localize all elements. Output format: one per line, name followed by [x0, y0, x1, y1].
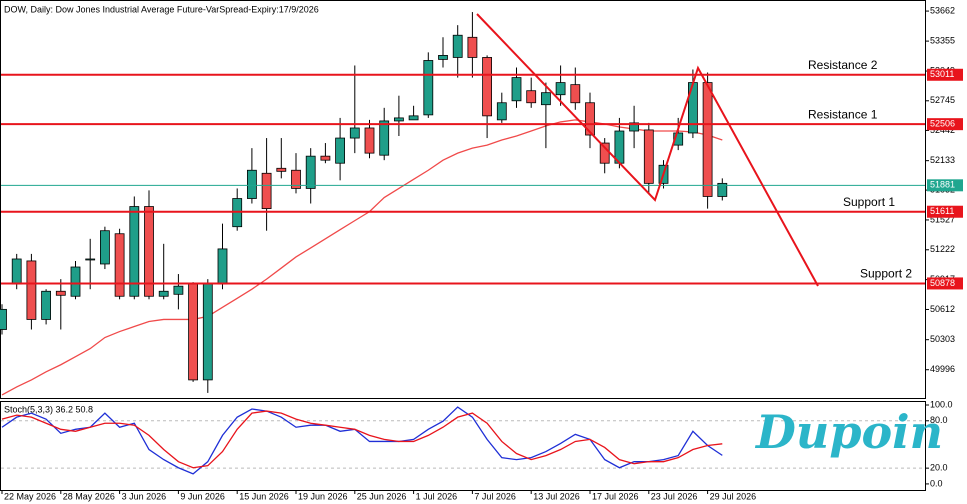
moving-average [1, 119, 723, 396]
y-tick-label: 0.0 [930, 478, 943, 488]
candle-body [55, 290, 66, 296]
candle-body [100, 230, 110, 265]
level-name: Support 1 [843, 195, 895, 209]
candle-body [570, 84, 581, 104]
level-price-label: 51881 [930, 180, 955, 190]
candle-body [291, 169, 301, 189]
x-tick-label: 15 Jun 2026 [239, 491, 289, 501]
candle-body [70, 266, 81, 297]
candle-body [349, 127, 360, 139]
level-box [927, 179, 963, 192]
candle-body [202, 283, 213, 381]
candle-body [555, 82, 566, 96]
candle-body [379, 120, 390, 156]
level-price-label: 50878 [930, 278, 955, 288]
candle-body [438, 54, 448, 60]
candle-body [393, 117, 404, 122]
level-price-label: 51611 [930, 206, 954, 216]
candle-body [467, 36, 478, 58]
level-box [927, 277, 963, 290]
x-tick-label: 19 Jun 2026 [298, 491, 348, 501]
candle-body [0, 308, 7, 330]
candle-body [188, 283, 199, 381]
y-tick-label: 50612 [930, 304, 955, 314]
level-price-label: 53011 [930, 69, 954, 79]
y-tick-label: 20.0 [930, 463, 948, 473]
x-tick-label: 29 Jul 2026 [710, 491, 757, 501]
pattern-lines [476, 13, 819, 287]
x-tick-label: 22 May 2026 [4, 491, 56, 501]
candle-body [526, 90, 537, 104]
candle-body [717, 182, 728, 197]
level-box [927, 205, 963, 218]
chart-title: DOW, Daily: Dow Jones Industrial Average… [4, 4, 319, 14]
candle-body [482, 57, 493, 117]
level-name: Resistance 1 [808, 107, 878, 121]
candle-body [452, 34, 463, 58]
candle-body [423, 60, 434, 116]
y-tick-label: 51222 [930, 244, 955, 254]
candle-body [158, 290, 169, 297]
candle-body [511, 77, 522, 102]
candle-body [41, 290, 51, 320]
y-tick-label: 52745 [930, 95, 955, 105]
candle-body [261, 172, 272, 209]
candle-body [144, 206, 154, 297]
level-name: Resistance 2 [808, 58, 878, 72]
candle-body [629, 122, 639, 132]
candle-body [305, 155, 316, 189]
y-tick-label: 80.0 [930, 415, 948, 425]
x-tick-label: 23 Jul 2026 [651, 491, 698, 501]
y-tick-label: 49996 [930, 364, 955, 374]
candle-body [246, 169, 257, 199]
candle-body [276, 167, 287, 172]
candle-body [11, 258, 22, 285]
candle-body [173, 285, 184, 295]
x-tick-label: 1 Jul 2026 [416, 491, 458, 501]
x-tick-label: 7 Jul 2026 [474, 491, 516, 501]
level-name: Support 2 [860, 267, 912, 281]
candle-body [320, 155, 331, 161]
y-tick-label: 53355 [930, 35, 955, 45]
y-tick-label: 52133 [930, 155, 955, 165]
stoch-pane [0, 401, 926, 491]
candle-body [585, 102, 595, 136]
y-tick-label: 53662 [930, 5, 955, 15]
x-tick-label: 28 May 2026 [63, 491, 115, 501]
stoch-line [1, 410, 723, 469]
candle-body [217, 248, 228, 285]
x-tick-label: 25 Jun 2026 [357, 491, 407, 501]
candle-body [673, 132, 684, 146]
candle-body [408, 115, 419, 121]
level-price-label: 52506 [930, 119, 955, 129]
x-tick-label: 9 Jun 2026 [180, 491, 225, 501]
candle-body [26, 260, 37, 320]
candle-body [129, 206, 140, 297]
candle-body [643, 129, 654, 184]
x-tick-label: 3 Jun 2026 [122, 491, 167, 501]
level-box [927, 118, 963, 131]
y-tick-label: 51527 [930, 214, 955, 224]
indicator-title: Stoch(5,3,3) 36.2 50.8 [4, 404, 93, 414]
candle-body [335, 137, 346, 164]
candle-body [114, 233, 125, 297]
price-pane [0, 0, 926, 399]
level-box [927, 68, 963, 81]
candle-body [496, 102, 507, 121]
y-tick-label: 50303 [930, 334, 955, 344]
x-tick-label: 17 Jul 2026 [592, 491, 639, 501]
stoch-line [1, 406, 723, 475]
candle-body [702, 82, 713, 197]
logo: Dupoin [754, 405, 943, 459]
y-tick-label: 100.0 [930, 399, 953, 409]
candle-body [364, 127, 375, 154]
candle-body [541, 92, 551, 106]
candle-body [85, 258, 96, 261]
x-tick-label: 13 Jul 2026 [533, 491, 580, 501]
